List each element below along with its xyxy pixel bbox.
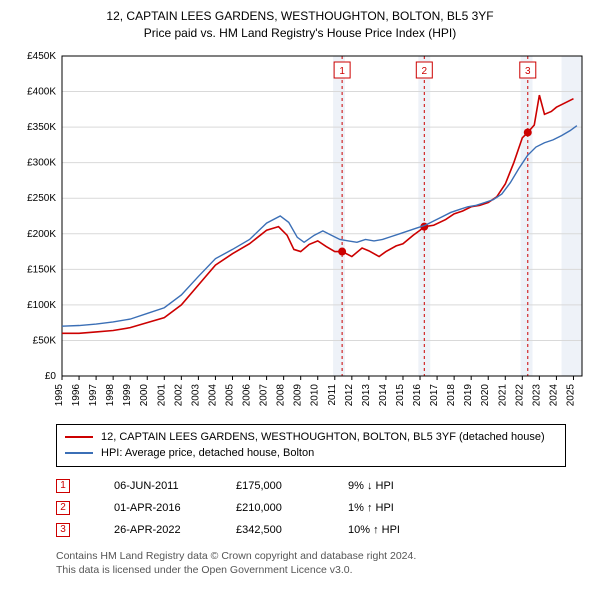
legend: 12, CAPTAIN LEES GARDENS, WESTHOUGHTON, … — [56, 424, 566, 467]
svg-text:1999: 1999 — [122, 383, 133, 406]
sale-date: 01-APR-2016 — [114, 497, 204, 519]
sale-diff: 10% ↑ HPI — [348, 519, 458, 541]
svg-text:2018: 2018 — [446, 383, 457, 406]
svg-text:£450K: £450K — [27, 51, 56, 62]
svg-text:£300K: £300K — [27, 157, 56, 168]
svg-text:2009: 2009 — [293, 383, 304, 406]
sale-price: £210,000 — [236, 497, 316, 519]
svg-text:2001: 2001 — [156, 383, 167, 406]
svg-text:£0: £0 — [45, 371, 57, 382]
sale-date: 06-JUN-2011 — [114, 475, 204, 497]
svg-text:2: 2 — [422, 66, 428, 77]
svg-text:2019: 2019 — [463, 383, 474, 406]
svg-text:£200K: £200K — [27, 228, 56, 239]
svg-text:2023: 2023 — [531, 383, 542, 406]
svg-text:£350K: £350K — [27, 122, 56, 133]
svg-text:£100K: £100K — [27, 299, 56, 310]
sale-marker: 2 — [56, 501, 70, 515]
legend-label-hpi: HPI: Average price, detached house, Bolt… — [101, 445, 314, 462]
svg-text:2022: 2022 — [514, 383, 525, 406]
sales-table: 1 06-JUN-2011 £175,000 9% ↓ HPI 2 01-APR… — [56, 475, 566, 541]
svg-text:1998: 1998 — [105, 383, 116, 406]
sale-row: 1 06-JUN-2011 £175,000 9% ↓ HPI — [56, 475, 566, 497]
legend-item-hpi: HPI: Average price, detached house, Bolt… — [65, 445, 557, 462]
title-line2: Price paid vs. HM Land Registry's House … — [12, 25, 588, 42]
footer-line2: This data is licensed under the Open Gov… — [56, 563, 566, 578]
svg-text:1: 1 — [339, 66, 345, 77]
legend-swatch-hpi — [65, 452, 93, 454]
sale-price: £175,000 — [236, 475, 316, 497]
legend-item-property: 12, CAPTAIN LEES GARDENS, WESTHOUGHTON, … — [65, 429, 557, 446]
svg-text:2014: 2014 — [378, 383, 389, 406]
sale-marker: 3 — [56, 523, 70, 537]
svg-text:2007: 2007 — [259, 383, 270, 406]
legend-label-property: 12, CAPTAIN LEES GARDENS, WESTHOUGHTON, … — [101, 429, 545, 446]
svg-text:2002: 2002 — [173, 383, 184, 406]
svg-text:2011: 2011 — [327, 383, 338, 405]
chart-svg: £0 £50K £100K £150K £200K £250K £300K £350K £400… — [12, 48, 588, 418]
svg-text:2025: 2025 — [565, 383, 576, 406]
svg-text:2010: 2010 — [310, 383, 321, 406]
sale-row: 2 01-APR-2016 £210,000 1% ↑ HPI — [56, 497, 566, 519]
svg-text:2000: 2000 — [139, 383, 150, 406]
sale-row: 3 26-APR-2022 £342,500 10% ↑ HPI — [56, 519, 566, 541]
footer: Contains HM Land Registry data © Crown c… — [56, 549, 566, 578]
svg-text:2004: 2004 — [207, 383, 218, 406]
svg-text:1996: 1996 — [71, 383, 82, 406]
svg-text:2016: 2016 — [412, 383, 423, 406]
title-line1: 12, CAPTAIN LEES GARDENS, WESTHOUGHTON, … — [12, 8, 588, 25]
sale-date: 26-APR-2022 — [114, 519, 204, 541]
svg-text:2020: 2020 — [480, 383, 491, 406]
svg-text:3: 3 — [525, 66, 531, 77]
svg-text:2015: 2015 — [395, 383, 406, 406]
chart: £0 £50K £100K £150K £200K £250K £300K £350K £400… — [12, 48, 588, 418]
sale-diff: 1% ↑ HPI — [348, 497, 458, 519]
sale-diff: 9% ↓ HPI — [348, 475, 458, 497]
svg-text:2024: 2024 — [548, 383, 559, 406]
svg-text:£250K: £250K — [27, 193, 56, 204]
legend-swatch-property — [65, 436, 93, 438]
svg-text:2008: 2008 — [276, 383, 287, 406]
svg-text:£50K: £50K — [33, 335, 57, 346]
sale-price: £342,500 — [236, 519, 316, 541]
svg-text:£400K: £400K — [27, 86, 56, 97]
svg-text:£150K: £150K — [27, 264, 56, 275]
chart-container: 12, CAPTAIN LEES GARDENS, WESTHOUGHTON, … — [0, 0, 600, 588]
svg-text:1995: 1995 — [54, 383, 65, 406]
footer-line1: Contains HM Land Registry data © Crown c… — [56, 549, 566, 564]
svg-text:2006: 2006 — [242, 383, 253, 406]
svg-text:2003: 2003 — [190, 383, 201, 406]
svg-text:2005: 2005 — [224, 383, 235, 406]
svg-text:2021: 2021 — [497, 383, 508, 406]
svg-text:2012: 2012 — [344, 383, 355, 406]
sale-marker: 1 — [56, 479, 70, 493]
title-block: 12, CAPTAIN LEES GARDENS, WESTHOUGHTON, … — [12, 8, 588, 42]
svg-text:1997: 1997 — [88, 383, 99, 406]
svg-text:2013: 2013 — [361, 383, 372, 406]
svg-text:2017: 2017 — [429, 383, 440, 406]
